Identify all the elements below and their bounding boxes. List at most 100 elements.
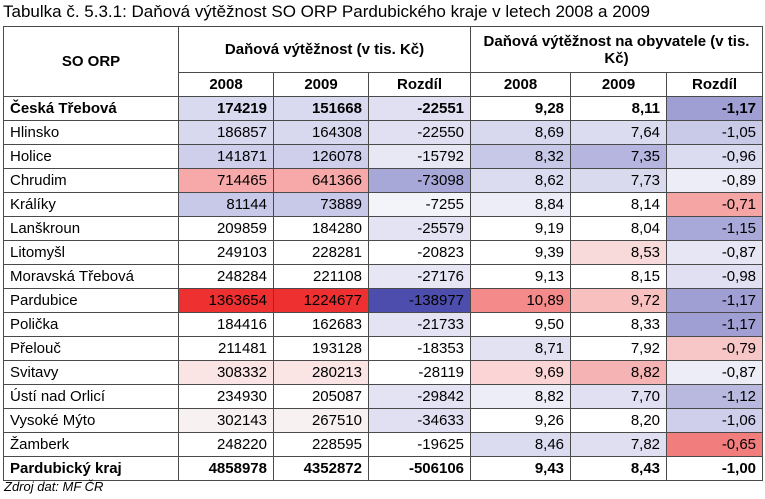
header-per-capita-year-2008: 2008 bbox=[470, 72, 572, 97]
cell-yield-2008: 4858978 bbox=[178, 456, 274, 481]
cell-yield-2008: 714465 bbox=[178, 168, 274, 193]
cell-per-capita-2008: 8,71 bbox=[470, 336, 572, 361]
cell-yield-difference: -15792 bbox=[367, 144, 472, 169]
cell-per-capita-2008: 8,62 bbox=[470, 168, 572, 193]
table-title: Tabulka č. 5.3.1: Daňová výtěžnost SO OR… bbox=[3, 2, 651, 21]
cell-per-capita-2008: 9,28 bbox=[470, 96, 572, 121]
header-year-2009: 2009 bbox=[273, 72, 369, 97]
cell-per-capita-difference: -1,06 bbox=[666, 408, 764, 433]
cell-per-capita-2008: 8,69 bbox=[470, 120, 572, 145]
cell-yield-2008: 308332 bbox=[178, 360, 274, 385]
cell-per-capita-2008: 9,50 bbox=[470, 312, 572, 337]
cell-so-orp: Ústí nad Orlicí bbox=[3, 384, 179, 409]
header-per-capita-difference: Rozdíl bbox=[666, 72, 764, 97]
cell-yield-2008: 234930 bbox=[178, 384, 274, 409]
cell-yield-difference: -18353 bbox=[367, 336, 472, 361]
cell-per-capita-2008: 9,19 bbox=[470, 216, 572, 241]
cell-yield-2008: 81144 bbox=[178, 192, 274, 217]
cell-yield-2009: 162683 bbox=[273, 312, 369, 337]
table-row: Svitavy 308332 280213 -28119 9,69 8,82 -0,87 bbox=[3, 360, 764, 385]
cell-so-orp: Svitavy bbox=[3, 360, 179, 385]
cell-per-capita-difference: -0,98 bbox=[666, 264, 764, 289]
table-row: Pardubice 1363654 1224677 -138977 10,89 9,72-… bbox=[3, 288, 764, 313]
cell-yield-2008: 141871 bbox=[178, 144, 274, 169]
cell-so-orp: Pardubice bbox=[3, 288, 179, 313]
cell-so-orp: Česká Třebová bbox=[3, 96, 179, 121]
cell-yield-2008: 174219 bbox=[178, 96, 274, 121]
cell-per-capita-difference: -1,17 bbox=[666, 288, 764, 313]
cell-yield-2009: 151668 bbox=[273, 96, 369, 121]
cell-so-orp: Pardubický kraj bbox=[3, 456, 179, 481]
table-row: Přelouč 211481 193128 -18353 8,71 7,92 -0,79 bbox=[3, 336, 764, 361]
header-difference: Rozdíl bbox=[367, 72, 472, 97]
cell-per-capita-difference: -0,79 bbox=[666, 336, 764, 361]
cell-per-capita-difference: -0,89 bbox=[666, 168, 764, 193]
cell-per-capita-2008: 8,46 bbox=[470, 432, 572, 457]
cell-per-capita-2009: 8,15 bbox=[570, 264, 668, 289]
table-row: Polička 184416 162683 -21733 9,50 8,33 -1,17 bbox=[3, 312, 764, 337]
cell-yield-difference: -7255 bbox=[367, 192, 472, 217]
cell-per-capita-2009: 7,35 bbox=[570, 144, 668, 169]
header-year-2008: 2008 bbox=[178, 72, 274, 97]
cell-per-capita-2009: 7,64 bbox=[570, 120, 668, 145]
cell-yield-difference: -21733 bbox=[367, 312, 472, 337]
cell-per-capita-2008: 10,89 bbox=[470, 288, 572, 313]
tax-yield-table: SO ORP Daňová výtěžnost (v tis. Kč) Daňo… bbox=[3, 26, 764, 481]
cell-yield-2008: 184416 bbox=[178, 312, 274, 337]
cell-yield-2009: 193128 bbox=[273, 336, 369, 361]
cell-per-capita-difference: -0,87 bbox=[666, 360, 764, 385]
cell-yield-difference: -29842 bbox=[367, 384, 472, 409]
cell-yield-difference: -27176 bbox=[367, 264, 472, 289]
cell-per-capita-2009: 7,92 bbox=[570, 336, 668, 361]
table-row: Moravská Třebová 248284 221108 -27176 9,13 8,… bbox=[3, 264, 764, 289]
table-row: Chrudim 714465 641366 -73098 8,62 7,73 -0,89 bbox=[3, 168, 764, 193]
cell-yield-2009: 221108 bbox=[273, 264, 369, 289]
cell-yield-difference: -34633 bbox=[367, 408, 472, 433]
cell-per-capita-2009: 8,33 bbox=[570, 312, 668, 337]
cell-per-capita-2009: 9,72 bbox=[570, 288, 668, 313]
cell-per-capita-difference: -1,15 bbox=[666, 216, 764, 241]
cell-yield-2009: 267510 bbox=[273, 408, 369, 433]
cell-yield-2009: 228595 bbox=[273, 432, 369, 457]
cell-yield-2009: 184280 bbox=[273, 216, 369, 241]
cell-yield-2008: 249103 bbox=[178, 240, 274, 265]
cell-per-capita-2008: 9,69 bbox=[470, 360, 572, 385]
table-row: Lanškroun 209859 184280 -25579 9,19 8,04 -1,15 bbox=[3, 216, 764, 241]
cell-yield-2008: 209859 bbox=[178, 216, 274, 241]
table-row: Vysoké Mýto 302143 267510 -34633 9,26 8,20 -1,… bbox=[3, 408, 764, 433]
cell-per-capita-2009: 8,43 bbox=[570, 456, 668, 481]
table-row: Hlinsko 186857 164308 -22550 8,69 7,64 -1,05 bbox=[3, 120, 764, 145]
header-tax-yield: Daňová výtěžnost (v tis. Kč) bbox=[177, 26, 472, 73]
cell-yield-2009: 164308 bbox=[273, 120, 369, 145]
cell-yield-2008: 302143 bbox=[178, 408, 274, 433]
table-row: Pardubický kraj 4858978 4352872 -506106 9,43… bbox=[3, 456, 764, 481]
header-so-orp: SO ORP bbox=[3, 26, 179, 97]
cell-so-orp: Vysoké Mýto bbox=[3, 408, 179, 433]
cell-so-orp: Hlinsko bbox=[3, 120, 179, 145]
cell-per-capita-2009: 8,04 bbox=[570, 216, 668, 241]
cell-yield-2009: 205087 bbox=[273, 384, 369, 409]
cell-yield-difference: -19625 bbox=[367, 432, 472, 457]
header-tax-yield-per-capita-text: Daňová výtěžnost na obyvatele (v tis. Kč… bbox=[483, 32, 750, 67]
cell-yield-2009: 1224677 bbox=[273, 288, 369, 313]
header-per-capita-year-2009: 2009 bbox=[570, 72, 668, 97]
cell-yield-difference: -506106 bbox=[367, 456, 472, 481]
cell-so-orp: Moravská Třebová bbox=[3, 264, 179, 289]
cell-per-capita-2008: 9,26 bbox=[470, 408, 572, 433]
cell-yield-difference: -22550 bbox=[367, 120, 472, 145]
cell-yield-difference: -20823 bbox=[367, 240, 472, 265]
cell-yield-2008: 211481 bbox=[178, 336, 274, 361]
cell-per-capita-2009: 8,14 bbox=[570, 192, 668, 217]
cell-per-capita-2008: 9,13 bbox=[470, 264, 572, 289]
cell-so-orp: Chrudim bbox=[3, 168, 179, 193]
cell-yield-difference: -22551 bbox=[367, 96, 472, 121]
cell-yield-2008: 186857 bbox=[178, 120, 274, 145]
cell-yield-2008: 1363654 bbox=[178, 288, 274, 313]
cell-so-orp: Králíky bbox=[3, 192, 179, 217]
cell-per-capita-2009: 7,70 bbox=[570, 384, 668, 409]
cell-so-orp: Žamberk bbox=[3, 432, 179, 457]
table-row: Žamberk 248220 228595 -19625 8,46 7,82 -0,65 bbox=[3, 432, 764, 457]
cell-yield-difference: -138977 bbox=[367, 288, 472, 313]
cell-so-orp: Polička bbox=[3, 312, 179, 337]
cell-yield-2008: 248284 bbox=[178, 264, 274, 289]
